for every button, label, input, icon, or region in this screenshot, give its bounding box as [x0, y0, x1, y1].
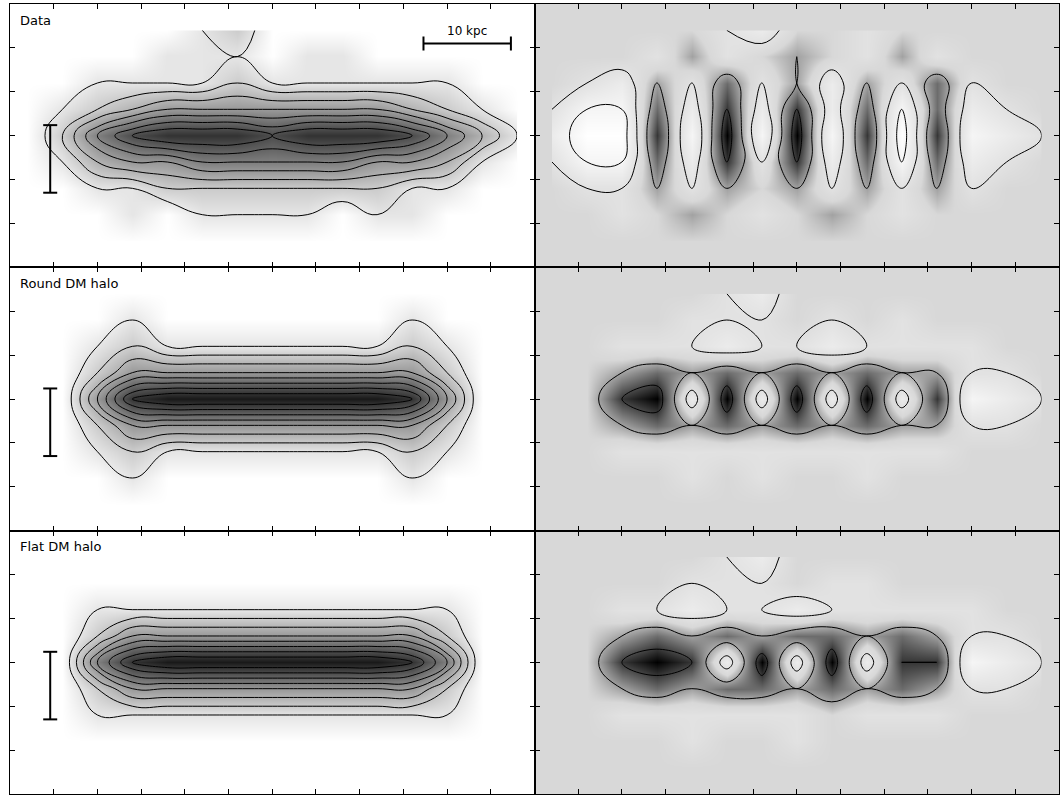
- svg-text:Round DM halo: Round DM halo: [20, 276, 118, 291]
- svg-text:Flat DM halo: Flat DM halo: [20, 539, 101, 554]
- svg-text:Data: Data: [20, 13, 51, 28]
- svg-text:10 kpc: 10 kpc: [447, 24, 487, 38]
